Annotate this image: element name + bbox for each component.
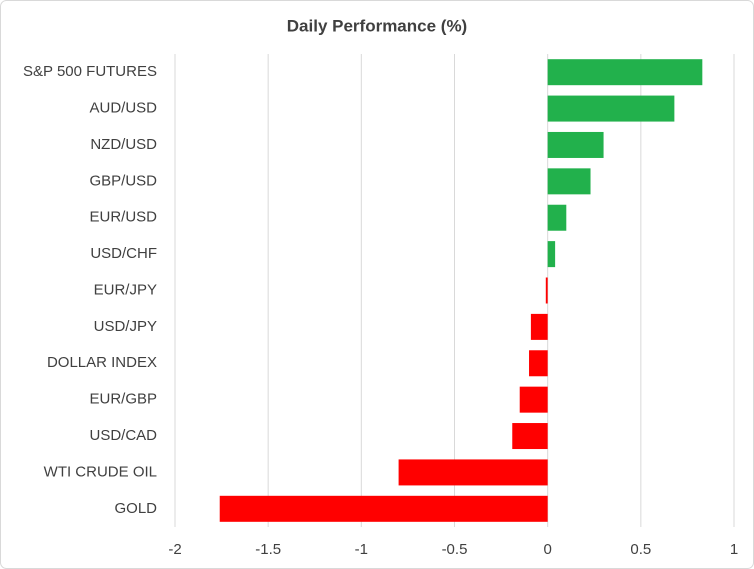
x-tick-label: -2 [168,541,181,558]
y-tick-label: WTI CRUDE OIL [44,463,157,480]
bar [512,423,548,450]
x-tick-label: -1 [355,541,368,558]
bar [530,313,548,340]
bar [519,386,548,413]
bar [547,168,591,195]
bar [547,95,675,122]
y-tick-label: GBP/USD [89,172,157,189]
y-tick-label: EUR/USD [89,209,157,226]
chart-title: Daily Performance (%) [287,16,467,35]
y-tick-label: USD/CHF [90,245,157,262]
bar [547,59,703,86]
y-tick-label: S&P 500 FUTURES [23,63,157,80]
bar [545,277,548,304]
y-tick-label: DOLLAR INDEX [47,354,157,371]
y-tick-label: EUR/GBP [89,391,157,408]
x-tick-label: -1.5 [255,541,281,558]
x-tick-label: 1 [730,541,738,558]
bar [547,204,567,231]
y-tick-label: USD/JPY [94,318,157,335]
bar [547,131,604,158]
y-tick-label: USD/CAD [89,427,157,444]
bar [547,241,556,268]
bar [398,459,548,486]
x-tick-label: -0.5 [442,541,468,558]
y-tick-label: GOLD [114,500,157,517]
x-tick-label: 0 [543,541,551,558]
y-tick-label: AUD/USD [89,100,157,117]
bar [529,350,548,377]
y-tick-label: EUR/JPY [94,281,157,298]
y-tick-label: NZD/USD [90,136,157,153]
bar [219,495,548,522]
x-tick-label: 0.5 [630,541,651,558]
